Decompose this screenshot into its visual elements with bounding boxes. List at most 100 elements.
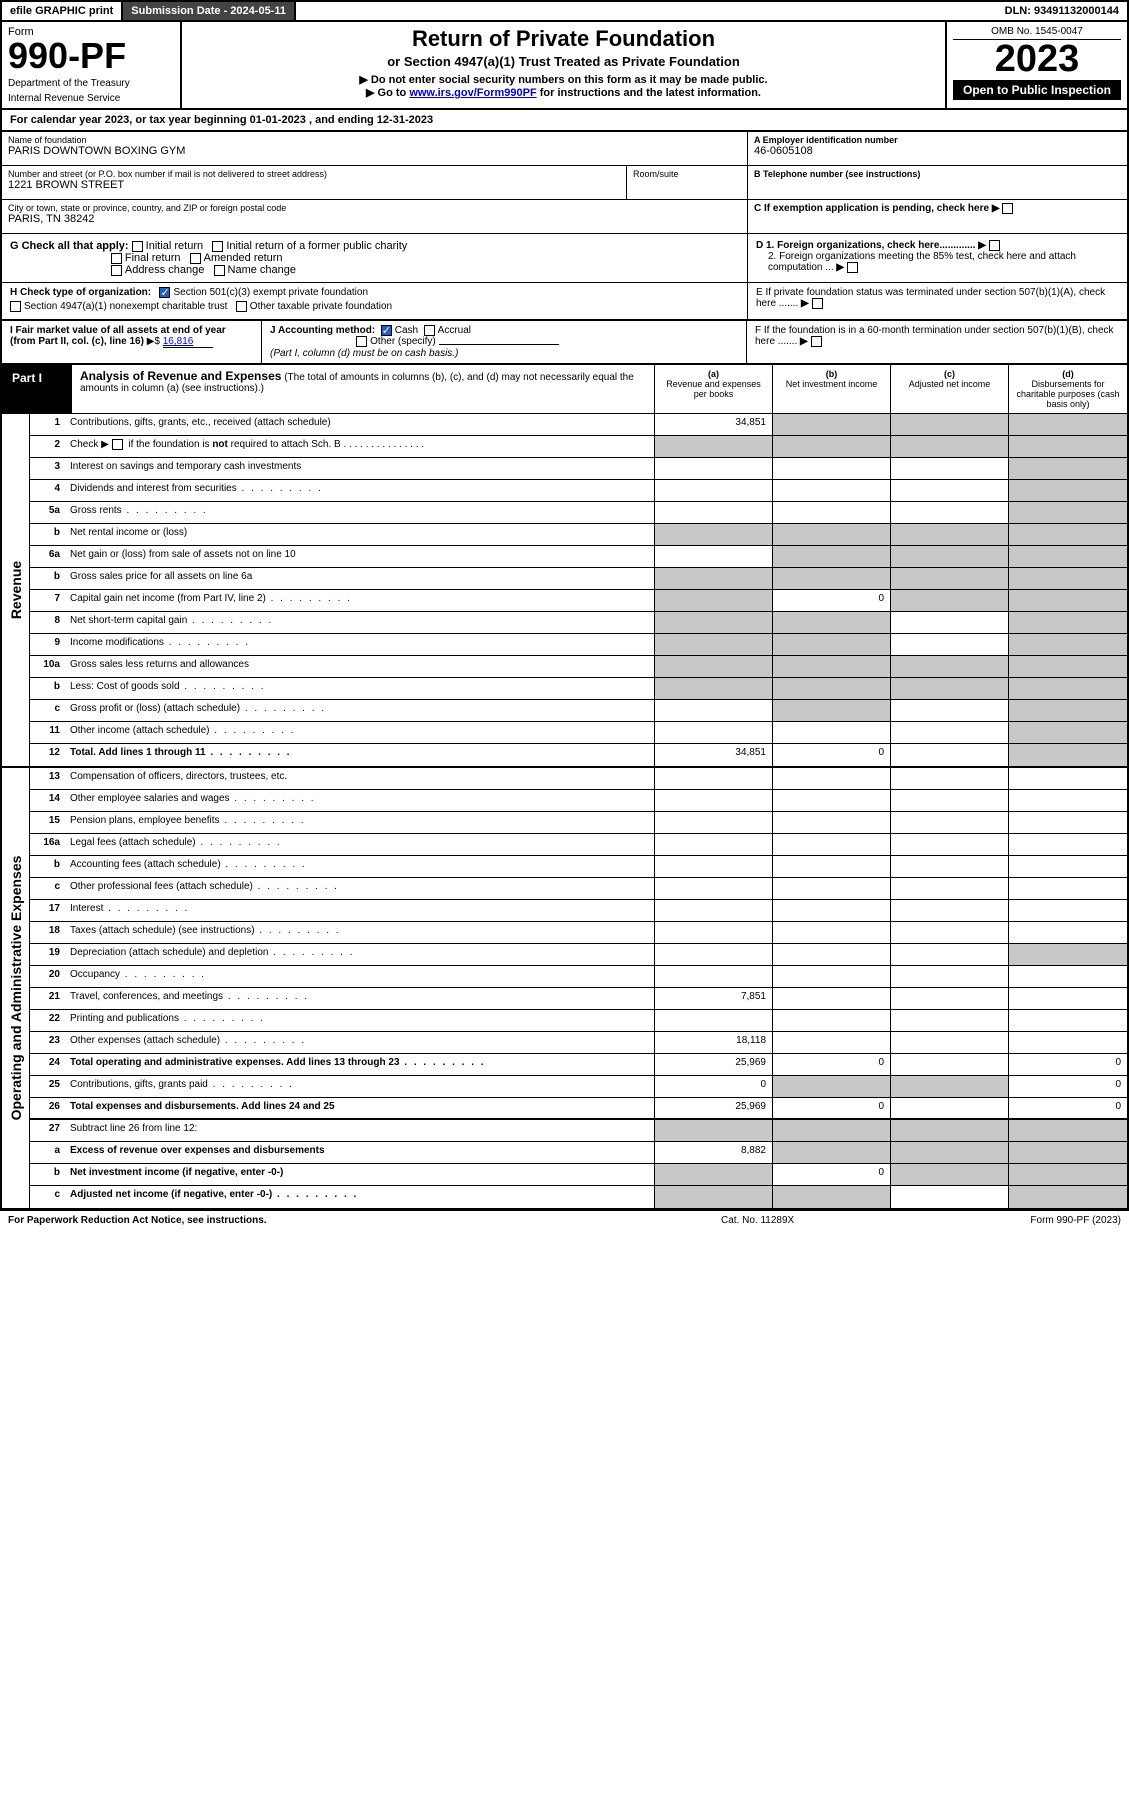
r11-c bbox=[891, 722, 1009, 743]
r10a-b bbox=[773, 656, 891, 677]
e-checkbox[interactable] bbox=[812, 298, 823, 309]
r9-d bbox=[1009, 634, 1127, 655]
part1-label: Part I bbox=[2, 365, 72, 413]
i-value[interactable]: 16,816 bbox=[163, 336, 213, 348]
g-label: G Check all that apply: bbox=[10, 240, 129, 252]
r13-num: 13 bbox=[30, 768, 64, 789]
irs-link[interactable]: www.irs.gov/Form990PF bbox=[409, 87, 536, 99]
r2-checkbox[interactable] bbox=[112, 439, 123, 450]
r6a-desc: Net gain or (loss) from sale of assets n… bbox=[64, 546, 655, 567]
r6a-num: 6a bbox=[30, 546, 64, 567]
r10a-desc: Gross sales less returns and allowances bbox=[64, 656, 655, 677]
r16a-b bbox=[773, 834, 891, 855]
r25-d: 0 bbox=[1009, 1076, 1127, 1097]
f-checkbox[interactable] bbox=[811, 336, 822, 347]
g-initial-former-checkbox[interactable] bbox=[212, 241, 223, 252]
r20-a bbox=[655, 966, 773, 987]
room-label: Room/suite bbox=[633, 169, 741, 179]
r3-a bbox=[655, 458, 773, 479]
r5b-b bbox=[773, 524, 891, 545]
d1-checkbox[interactable] bbox=[989, 240, 1000, 251]
row-16c: cOther professional fees (attach schedul… bbox=[30, 878, 1127, 900]
col-c-label: (c) bbox=[944, 369, 955, 379]
r27c-b bbox=[773, 1186, 891, 1208]
r23-c bbox=[891, 1032, 1009, 1053]
r16a-a bbox=[655, 834, 773, 855]
col-a-sub: Revenue and expenses per books bbox=[666, 379, 761, 399]
r2-desc: Check ▶ if the foundation is not require… bbox=[64, 436, 655, 457]
r8-num: 8 bbox=[30, 612, 64, 633]
row-6b: bGross sales price for all assets on lin… bbox=[30, 568, 1127, 590]
d2-checkbox[interactable] bbox=[847, 262, 858, 273]
j-cash-checkbox[interactable] bbox=[381, 325, 392, 336]
h-other-checkbox[interactable] bbox=[236, 301, 247, 312]
revenue-table: Revenue 1Contributions, gifts, grants, e… bbox=[0, 414, 1129, 768]
row-12: 12Total. Add lines 1 through 1134,8510 bbox=[30, 744, 1127, 766]
r18-a bbox=[655, 922, 773, 943]
r21-b bbox=[773, 988, 891, 1009]
form-title: Return of Private Foundation bbox=[190, 26, 937, 52]
row-16a: 16aLegal fees (attach schedule) bbox=[30, 834, 1127, 856]
row-27b: bNet investment income (if negative, ent… bbox=[30, 1164, 1127, 1186]
r27c-num: c bbox=[30, 1186, 64, 1208]
r2-b bbox=[773, 436, 891, 457]
r2-a bbox=[655, 436, 773, 457]
f-text: F If the foundation is in a 60-month ter… bbox=[755, 325, 1114, 347]
j-accrual: Accrual bbox=[438, 325, 471, 336]
g-initial-checkbox[interactable] bbox=[132, 241, 143, 252]
r19-c bbox=[891, 944, 1009, 965]
r26-b: 0 bbox=[773, 1098, 891, 1118]
d-section: D 1. Foreign organizations, check here..… bbox=[747, 234, 1127, 282]
c-label: C If exemption application is pending, c… bbox=[754, 203, 989, 214]
r22-d bbox=[1009, 1010, 1127, 1031]
col-d-sub: Disbursements for charitable purposes (c… bbox=[1016, 379, 1119, 409]
g-opt-0: Initial return bbox=[146, 240, 203, 252]
r16b-b bbox=[773, 856, 891, 877]
j-accrual-checkbox[interactable] bbox=[424, 325, 435, 336]
r27-d bbox=[1009, 1120, 1127, 1141]
row-5a: 5aGross rents bbox=[30, 502, 1127, 524]
g-amended-checkbox[interactable] bbox=[190, 253, 201, 264]
submission-date: Submission Date - 2024-05-11 bbox=[123, 2, 296, 20]
r24-desc: Total operating and administrative expen… bbox=[64, 1054, 655, 1075]
row-13: 13Compensation of officers, directors, t… bbox=[30, 768, 1127, 790]
c-checkbox[interactable] bbox=[1002, 203, 1013, 214]
r21-a: 7,851 bbox=[655, 988, 773, 1009]
r9-desc: Income modifications bbox=[64, 634, 655, 655]
r25-num: 25 bbox=[30, 1076, 64, 1097]
r13-c bbox=[891, 768, 1009, 789]
part1-title: Analysis of Revenue and Expenses bbox=[80, 369, 281, 383]
row-27: 27Subtract line 26 from line 12: bbox=[30, 1120, 1127, 1142]
h-section: H Check type of organization: Section 50… bbox=[2, 283, 747, 319]
r18-desc: Taxes (attach schedule) (see instruction… bbox=[64, 922, 655, 943]
r10c-num: c bbox=[30, 700, 64, 721]
r26-num: 26 bbox=[30, 1098, 64, 1118]
g-name-checkbox[interactable] bbox=[214, 265, 225, 276]
r12-a: 34,851 bbox=[655, 744, 773, 766]
r5a-a bbox=[655, 502, 773, 523]
r24-b: 0 bbox=[773, 1054, 891, 1075]
r10b-c bbox=[891, 678, 1009, 699]
exemption-cell: C If exemption application is pending, c… bbox=[748, 200, 1127, 234]
r6b-c bbox=[891, 568, 1009, 589]
g-address-checkbox[interactable] bbox=[111, 265, 122, 276]
h-501c3-checkbox[interactable] bbox=[159, 287, 170, 298]
r20-d bbox=[1009, 966, 1127, 987]
r22-desc: Printing and publications bbox=[64, 1010, 655, 1031]
dept-treasury: Department of the Treasury bbox=[8, 78, 174, 89]
r16b-num: b bbox=[30, 856, 64, 877]
r11-num: 11 bbox=[30, 722, 64, 743]
r5b-c bbox=[891, 524, 1009, 545]
j-other-checkbox[interactable] bbox=[356, 336, 367, 347]
r8-d bbox=[1009, 612, 1127, 633]
r17-desc: Interest bbox=[64, 900, 655, 921]
r1-a: 34,851 bbox=[655, 414, 773, 435]
h-4947-checkbox[interactable] bbox=[10, 301, 21, 312]
r27a-desc: Excess of revenue over expenses and disb… bbox=[64, 1142, 655, 1163]
r10a-d bbox=[1009, 656, 1127, 677]
address-label: Number and street (or P.O. box number if… bbox=[8, 169, 620, 179]
r23-a: 18,118 bbox=[655, 1032, 773, 1053]
g-final-checkbox[interactable] bbox=[111, 253, 122, 264]
g-opt-2: Final return bbox=[125, 252, 181, 264]
footer-right: Form 990-PF (2023) bbox=[921, 1215, 1121, 1226]
